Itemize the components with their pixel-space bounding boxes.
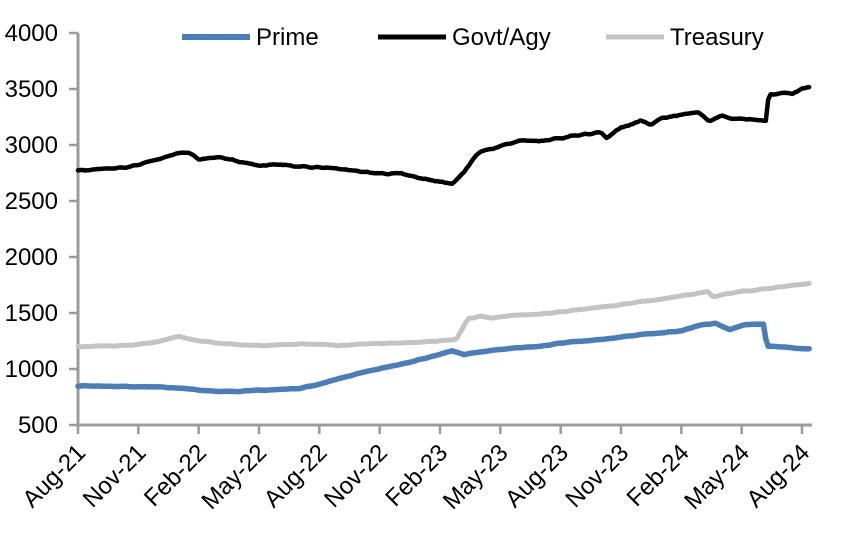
x-tick-label: Nov-21 — [78, 439, 152, 513]
y-tick-label: 1500 — [5, 300, 58, 327]
legend-label-treasury: Treasury — [670, 24, 764, 51]
x-tick-label: May-24 — [679, 439, 755, 515]
x-tick-label: Nov-23 — [560, 439, 634, 513]
chart-line-treasury — [75, 280, 812, 350]
x-tick-label: Aug-23 — [500, 439, 574, 513]
x-tick-label: May-23 — [438, 439, 514, 515]
x-tick-label: Nov-22 — [319, 439, 393, 513]
x-tick-label: Aug-24 — [741, 439, 815, 513]
series-lines — [75, 84, 812, 395]
y-tick-label: 3000 — [5, 132, 58, 159]
y-tick-label: 500 — [18, 412, 58, 439]
y-tick-label: 2000 — [5, 244, 58, 271]
y-tick-label: 3500 — [5, 76, 58, 103]
x-tick-label: May-22 — [197, 439, 273, 515]
chart-line-prime — [75, 320, 812, 395]
chart-line-govt-agy — [75, 84, 812, 187]
legend-label-prime: Prime — [256, 24, 319, 51]
y-tick-label: 1000 — [5, 356, 58, 383]
y-tick-label: 4000 — [5, 20, 58, 47]
x-tick-label: Aug-21 — [17, 439, 91, 513]
legend: Prime Govt/Agy Treasury — [182, 24, 764, 51]
y-tick-label: 2500 — [5, 188, 58, 215]
axes: 5001000150020002500300035004000Aug-21Nov… — [5, 20, 816, 515]
legend-label-govt-agy: Govt/Agy — [452, 24, 551, 51]
x-tick-label: Aug-22 — [259, 439, 333, 513]
